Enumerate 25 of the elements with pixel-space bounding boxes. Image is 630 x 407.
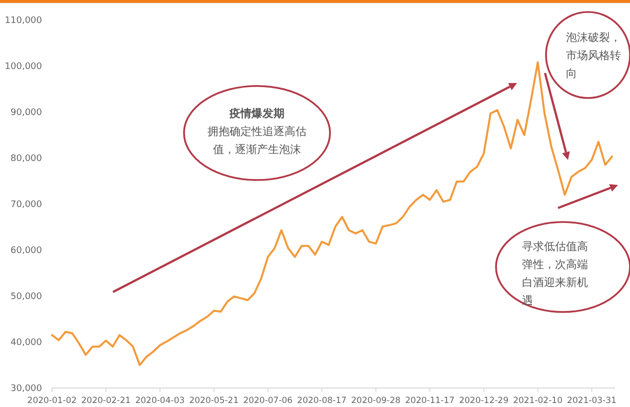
x-tick-label: 2020-02-21	[81, 396, 131, 406]
x-tick-label: 2021-02-10	[513, 396, 562, 406]
x-tick-label: 2020-04-03	[135, 396, 185, 406]
y-tick-label: 80,000	[10, 154, 42, 164]
y-tick-label: 40,000	[10, 338, 42, 348]
y-tick-label: 30,000	[10, 384, 42, 394]
x-tick-label: 2020-11-17	[405, 396, 455, 406]
annotation: 拥抱确定性追逐高估值，逐渐产生泡沫	[207, 124, 307, 158]
x-tick-label: 2020-07-06	[243, 396, 293, 406]
x-tick-label: 2020-09-28	[351, 396, 401, 406]
y-tick-label: 60,000	[10, 246, 42, 256]
line-series	[51, 61, 613, 366]
annotation: 疫情爆发期	[228, 106, 286, 122]
y-tick-label: 50,000	[10, 292, 42, 302]
x-tick-label: 2021-03-31	[567, 396, 616, 406]
y-tick-label: 70,000	[10, 200, 42, 210]
annotation: 泡沫破裂，市场风格转向	[566, 30, 622, 82]
y-tick-label: 90,000	[10, 108, 42, 118]
x-tick-label: 2020-01-02	[27, 396, 77, 406]
y-tick-label: 110,000	[4, 16, 42, 26]
x-tick-label: 2020-12-29	[459, 396, 509, 406]
y-tick-label: 100,000	[4, 62, 42, 72]
x-tick-label: 2020-08-17	[297, 396, 347, 406]
x-tick-label: 2020-05-21	[189, 396, 239, 406]
annotation: 寻求低估值高弹性，次高端白酒迎来新机遇	[522, 239, 589, 309]
